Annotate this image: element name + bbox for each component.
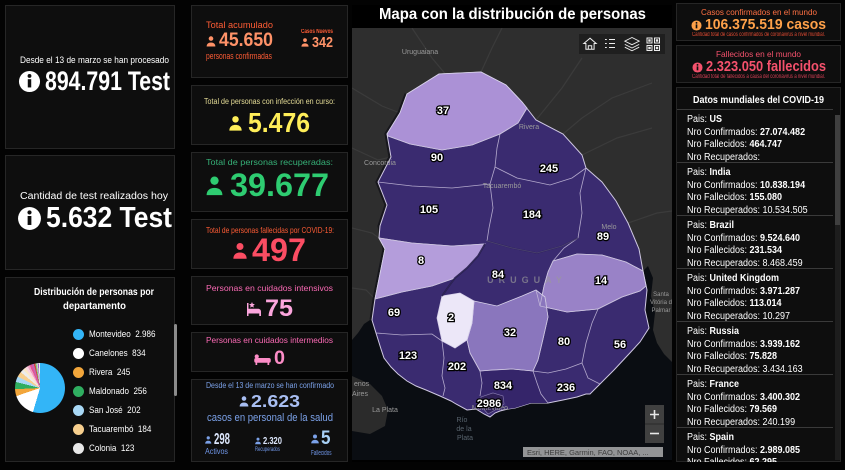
svg-text:Plata: Plata (457, 435, 473, 442)
svg-text:184: 184 (523, 209, 542, 221)
svg-text:14: 14 (595, 275, 608, 287)
svg-text:2986: 2986 (477, 398, 501, 410)
svg-text:245: 245 (540, 163, 558, 175)
svg-text:Concordia: Concordia (364, 160, 396, 167)
svg-text:Montevideo: Montevideo (472, 405, 508, 412)
svg-text:32: 32 (504, 327, 516, 339)
svg-text:Río: Río (457, 417, 468, 424)
svg-text:8: 8 (418, 255, 424, 267)
svg-text:Melo: Melo (601, 224, 616, 231)
svg-text:69: 69 (388, 307, 400, 319)
svg-text:Rivera: Rivera (519, 124, 539, 131)
svg-text:Santa: Santa (653, 292, 669, 298)
svg-text:Esri, HERE, Garmin, FAO, NOAA,: Esri, HERE, Garmin, FAO, NOAA, ... (527, 448, 649, 457)
svg-text:URUGUAY: URUGUAY (487, 275, 567, 285)
svg-text:Tacuarembó: Tacuarembó (483, 183, 522, 190)
svg-text:123: 123 (399, 350, 417, 362)
svg-text:84: 84 (492, 269, 505, 281)
svg-text:Aires: Aires (352, 391, 368, 398)
svg-text:80: 80 (558, 336, 570, 348)
svg-text:Uruguaiana: Uruguaiana (402, 49, 438, 56)
svg-text:105: 105 (420, 204, 438, 216)
svg-text:89: 89 (597, 231, 609, 243)
svg-text:90: 90 (431, 152, 443, 164)
svg-text:56: 56 (614, 339, 626, 351)
svg-text:enos: enos (354, 381, 370, 388)
svg-text:La Plata: La Plata (372, 407, 398, 414)
svg-text:Palmar: Palmar (651, 308, 670, 314)
svg-text:2: 2 (448, 312, 454, 324)
svg-text:834: 834 (494, 380, 513, 392)
svg-text:202: 202 (448, 361, 466, 373)
svg-text:Vitória d: Vitória d (650, 300, 672, 306)
svg-text:37: 37 (437, 105, 449, 117)
svg-text:236: 236 (557, 382, 575, 394)
svg-text:de la: de la (456, 426, 471, 433)
